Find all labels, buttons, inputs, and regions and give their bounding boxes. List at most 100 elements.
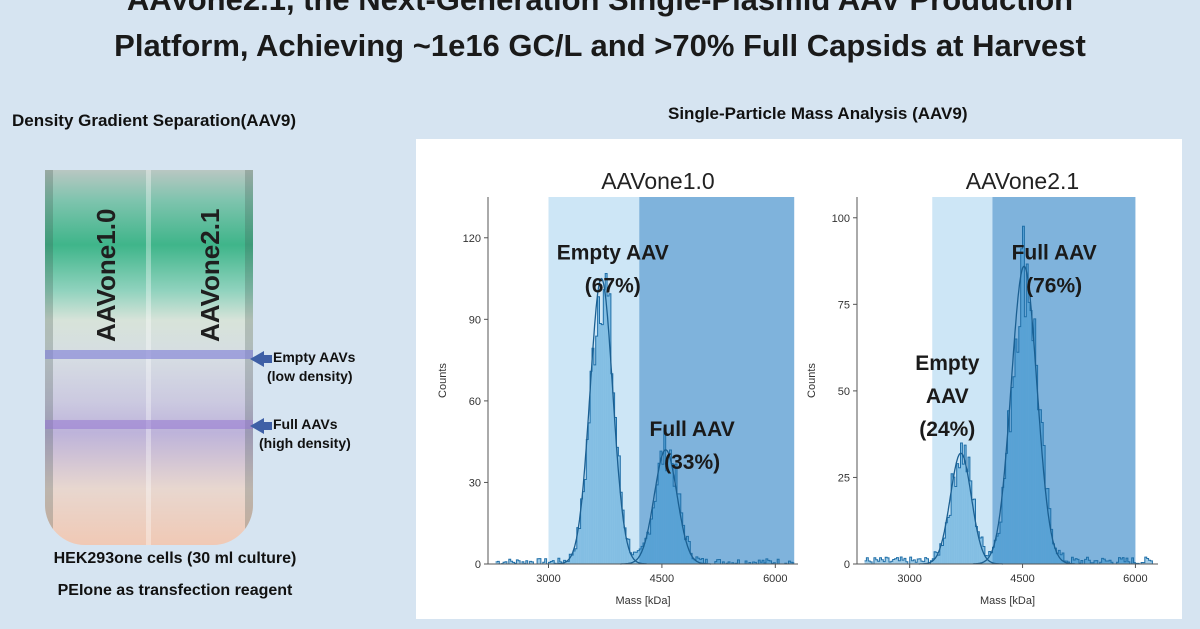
histogram-bar bbox=[952, 477, 955, 564]
histogram-bar bbox=[1101, 558, 1104, 564]
histogram-bar bbox=[646, 532, 649, 564]
histogram-bar bbox=[1020, 248, 1023, 564]
chart-panel: 0 30 60 90 120 3000 4500 6000 Mass [kDa] Counts AA… bbox=[416, 139, 1182, 619]
histogram-bar bbox=[936, 552, 938, 564]
histogram-bar bbox=[937, 555, 940, 564]
histogram-bar bbox=[868, 560, 871, 564]
histogram-bar bbox=[516, 559, 519, 564]
histogram-bar bbox=[1073, 560, 1076, 564]
histogram-bar bbox=[969, 480, 972, 564]
histogram-bar bbox=[1041, 422, 1044, 564]
y-tick-label: 100 bbox=[832, 213, 850, 225]
peak-annotation: Empty AAV (24%) bbox=[915, 352, 980, 441]
histogram-bar bbox=[694, 559, 696, 564]
histogram-bar bbox=[967, 457, 970, 564]
histogram-bar bbox=[669, 449, 672, 564]
histogram-bar bbox=[920, 561, 923, 564]
histogram-bar bbox=[593, 364, 596, 564]
histogram-bar bbox=[677, 493, 679, 564]
histogram-bar bbox=[684, 539, 687, 564]
histogram-bar bbox=[1084, 559, 1087, 564]
histogram-bar bbox=[1099, 562, 1102, 564]
histogram-bar bbox=[769, 560, 772, 564]
histogram-bar bbox=[745, 560, 747, 564]
x-tick-label: 4500 bbox=[1010, 573, 1034, 585]
histogram-bar bbox=[1007, 410, 1010, 564]
histogram-bar bbox=[705, 559, 708, 564]
histogram-bar bbox=[1048, 508, 1051, 564]
histogram-bar bbox=[539, 558, 541, 564]
tube-label-aavone1: AAVone1.0 bbox=[91, 208, 121, 342]
fit-curve-2 bbox=[972, 265, 1076, 565]
histogram-bar bbox=[752, 561, 755, 564]
histogram-bar bbox=[1110, 562, 1113, 564]
histogram-bar bbox=[990, 552, 993, 564]
histogram-bar bbox=[582, 491, 585, 564]
histogram-bar bbox=[992, 547, 995, 564]
histogram-bar bbox=[548, 562, 551, 564]
histogram-bar bbox=[671, 463, 674, 564]
histogram-bar bbox=[788, 561, 791, 564]
histogram-bar bbox=[1075, 558, 1078, 564]
histogram-bar bbox=[1127, 561, 1130, 564]
histogram-bar bbox=[576, 527, 579, 564]
histogram-bar bbox=[966, 471, 968, 564]
x-tick-label: 4500 bbox=[650, 573, 674, 585]
histogram-bar bbox=[792, 562, 795, 564]
histogram-bar bbox=[728, 561, 730, 564]
histogram-bar bbox=[971, 499, 974, 564]
histogram-bar bbox=[737, 559, 740, 564]
histogram-bar bbox=[695, 556, 698, 564]
histogram bbox=[864, 225, 1155, 565]
histogram-bar bbox=[643, 542, 645, 564]
histogram-bar bbox=[898, 560, 901, 564]
histogram-bar bbox=[529, 561, 532, 564]
histogram-bar bbox=[896, 557, 899, 564]
histogram-bar bbox=[975, 526, 978, 564]
histogram-bar bbox=[522, 561, 524, 564]
histogram-bar bbox=[574, 548, 577, 564]
histogram-bar bbox=[550, 561, 553, 564]
histogram-bar bbox=[599, 323, 602, 564]
region-dark bbox=[639, 197, 795, 564]
y-tick-label: 0 bbox=[844, 559, 850, 571]
full-band bbox=[45, 420, 253, 429]
histogram-bar bbox=[588, 422, 591, 564]
arrow-full-icon bbox=[250, 418, 264, 434]
histogram-bar bbox=[510, 561, 513, 564]
x-tick-label: 3000 bbox=[897, 573, 921, 585]
histogram-bar bbox=[573, 550, 575, 564]
histogram-bar bbox=[557, 558, 560, 564]
histogram-bar bbox=[497, 561, 500, 564]
histogram-bar bbox=[767, 560, 770, 564]
y-tick-label: 75 bbox=[838, 299, 850, 311]
histogram-bar bbox=[680, 512, 683, 564]
histogram-bar bbox=[531, 561, 534, 564]
histogram-bar bbox=[552, 560, 555, 564]
histogram-bar bbox=[605, 273, 608, 564]
histogram-bar bbox=[661, 464, 664, 564]
histogram-bar bbox=[988, 551, 991, 564]
histogram-bar bbox=[714, 561, 717, 564]
histogram-bar bbox=[911, 560, 914, 564]
y-tick-label: 120 bbox=[463, 233, 481, 245]
histogram-bar bbox=[610, 373, 613, 564]
histogram-bar bbox=[658, 463, 661, 564]
histogram-bar bbox=[1043, 445, 1046, 564]
tube-label-aavone2: AAVone2.1 bbox=[195, 208, 225, 342]
y-tick-label: 25 bbox=[838, 472, 850, 484]
histogram-bar bbox=[1030, 310, 1032, 564]
histogram-bar bbox=[883, 561, 886, 564]
histogram-bar bbox=[578, 528, 581, 564]
histogram-bar bbox=[1005, 453, 1008, 564]
histogram-bar bbox=[894, 558, 897, 564]
histogram-bar bbox=[1033, 318, 1036, 564]
histogram-bar bbox=[1001, 487, 1004, 564]
histogram-bar bbox=[1107, 560, 1110, 564]
histogram-bar bbox=[595, 336, 598, 564]
histogram-bar bbox=[1052, 543, 1055, 564]
region-light bbox=[548, 197, 640, 564]
histogram-bar bbox=[718, 559, 721, 564]
histogram-bar bbox=[904, 558, 906, 564]
histogram-bar bbox=[873, 557, 876, 564]
